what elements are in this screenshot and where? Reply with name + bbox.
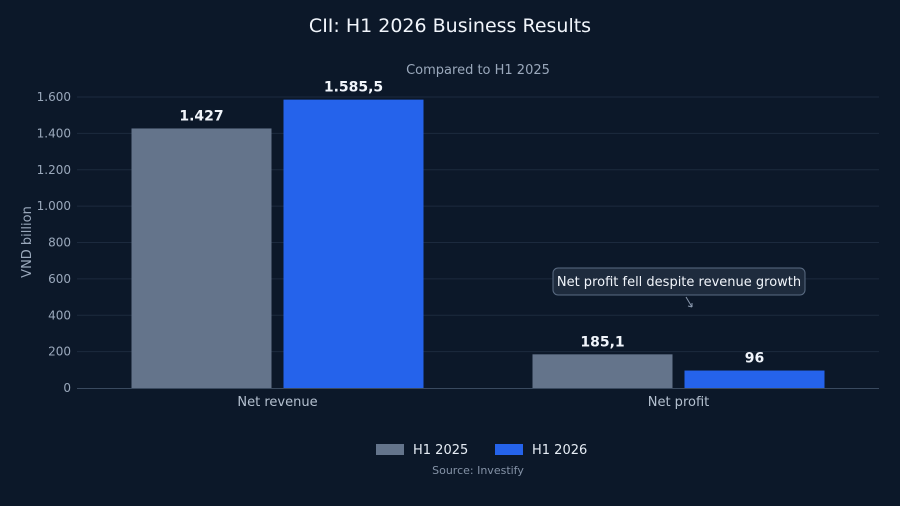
data-labels: 1.427 1.585,5 185,1 96 [179,80,764,367]
y-tick-label: 1.400 [37,126,71,140]
y-tick-label: 0 [63,381,71,395]
data-label: 96 [745,351,764,367]
y-axis-label: VND billion [20,206,35,278]
bar-h1-2026 [283,99,424,389]
legend: H1 2025 H1 2026 [376,443,587,458]
legend-label: H1 2025 [413,443,468,458]
annotation: Net profit fell despite revenue growth [552,267,806,308]
bar-h1-2026 [684,370,825,388]
legend-swatch [376,444,404,455]
x-axis-categories: Net revenue Net profit [237,395,709,410]
data-label: 1.585,5 [324,80,383,96]
y-tick-label: 1.000 [37,199,71,213]
chart-subtitle: Compared to H1 2025 [406,63,550,78]
annotation-box [552,267,806,296]
bar-h1-2025 [532,354,673,388]
legend-label: H1 2026 [532,443,587,458]
data-label: 185,1 [580,334,624,350]
annotation-arrow [685,296,693,308]
chart-title: CII: H1 2026 Business Results [309,15,591,37]
x-category-label: Net revenue [237,395,317,410]
y-tick-label: 200 [48,345,71,359]
x-category-label: Net profit [648,395,710,410]
y-tick-label: 800 [48,236,71,250]
y-tick-label: 1.600 [37,90,71,104]
annotation-text: Net profit fell despite revenue growth [557,275,801,290]
source-note: Source: Investify [432,464,524,477]
y-axis-ticks: 0 200 400 600 800 1.000 1.200 1.400 1.600 [37,90,71,395]
y-tick-label: 600 [48,272,71,286]
data-label: 1.427 [179,108,223,124]
y-tick-label: 1.200 [37,163,71,177]
legend-swatch [495,444,523,455]
bar-h1-2025 [131,128,272,389]
y-tick-label: 400 [48,308,71,322]
bars [131,99,825,389]
